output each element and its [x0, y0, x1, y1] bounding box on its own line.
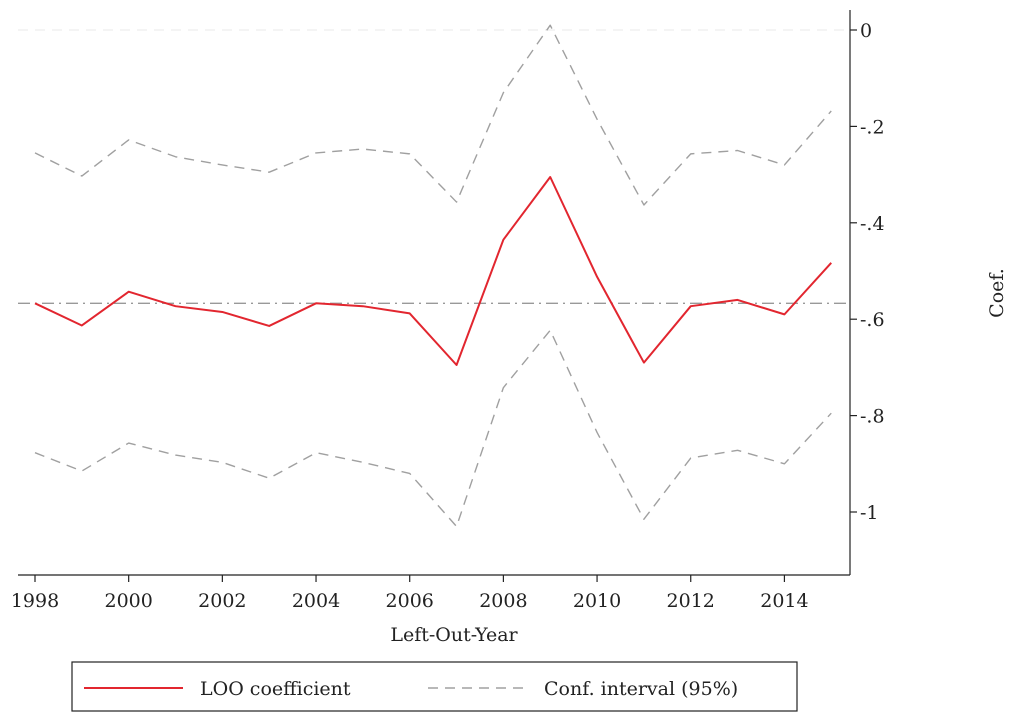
x-tick-label: 1998	[11, 590, 59, 612]
y-tick-label: -1	[860, 502, 879, 524]
x-tick-label: 2008	[479, 590, 527, 612]
x-tick-label: 2010	[573, 590, 621, 612]
series-line-ci-upper	[34, 24, 832, 206]
x-axis-title: Left-Out-Year	[390, 624, 518, 646]
y-tick-label: 0	[860, 20, 872, 42]
y-tick-label: -.8	[860, 406, 885, 428]
series-line-loo-coefficient	[34, 176, 832, 366]
series-line-ci-lower	[34, 329, 832, 528]
x-tick-label: 2014	[760, 590, 808, 612]
y-axis-title: Coef.	[986, 268, 1008, 318]
series-layer	[34, 24, 832, 528]
y-tick-label: -.4	[860, 213, 885, 235]
legend: LOO coefficient Conf. interval (95%)	[71, 661, 798, 712]
x-ticks: 1998 2000 2002 2004 2006 2008 2010 2012 2014	[11, 575, 809, 612]
x-tick-label: 2002	[198, 590, 246, 612]
reference-lines	[18, 29, 850, 304]
x-tick-label: 2012	[667, 590, 715, 612]
x-tick-label: 2004	[292, 590, 340, 612]
y-ticks: 0 -.2 -.4 -.6 -.8 -1	[850, 20, 885, 524]
legend-box	[71, 661, 798, 712]
x-tick-label: 2000	[104, 590, 152, 612]
y-tick-label: -.6	[860, 309, 885, 331]
legend-label-conf-interval: Conf. interval (95%)	[544, 678, 738, 700]
legend-label-loo-coefficient: LOO coefficient	[200, 678, 351, 700]
y-tick-label: -.2	[860, 116, 885, 138]
x-tick-label: 2006	[386, 590, 434, 612]
axes-layer: 1998 2000 2002 2004 2006 2008 2010 2012 2014 0 -.…	[11, 10, 1008, 646]
